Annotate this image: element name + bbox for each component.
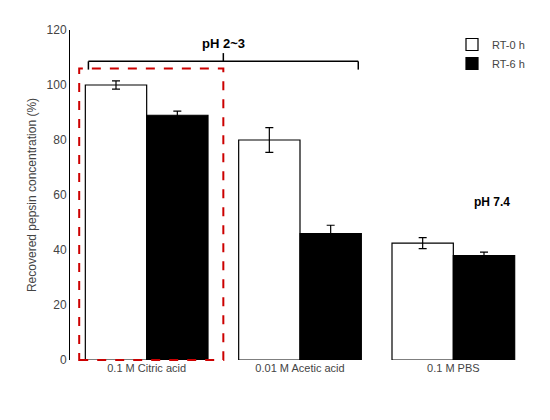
svg-text:0.1 M Citric acid: 0.1 M Citric acid [107,362,186,374]
svg-text:20: 20 [53,298,67,312]
svg-text:pH 7.4: pH 7.4 [474,195,510,209]
svg-text:0.01 M Acetic acid: 0.01 M Acetic acid [255,362,344,374]
svg-text:120: 120 [47,23,67,37]
svg-text:40: 40 [53,243,67,257]
svg-text:60: 60 [53,188,67,202]
svg-text:RT-0 h: RT-0 h [492,39,525,51]
svg-text:Recovered pepsin concentration: Recovered pepsin concentration (%) [25,98,39,292]
svg-text:0.1 M PBS: 0.1 M PBS [427,362,480,374]
svg-text:RT-6 h: RT-6 h [492,58,525,70]
svg-text:80: 80 [53,133,67,147]
svg-text:pH 2~3: pH 2~3 [202,36,245,51]
svg-text:0: 0 [60,353,67,367]
svg-text:100: 100 [47,78,67,92]
